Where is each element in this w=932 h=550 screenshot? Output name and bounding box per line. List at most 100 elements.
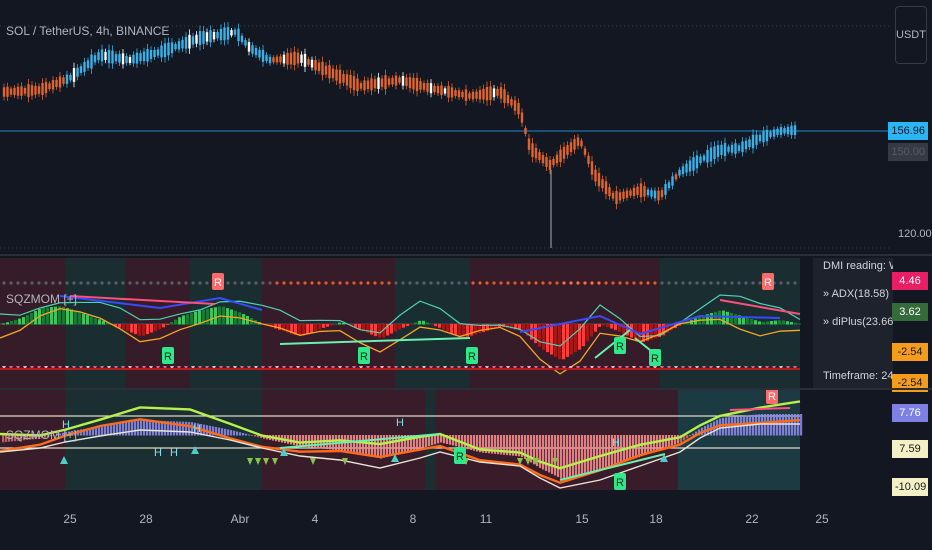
- histogram-bar: [152, 420, 155, 436]
- candle-body: [562, 147, 566, 159]
- squeeze-dot: [695, 281, 699, 285]
- histogram-bar: [29, 435, 32, 440]
- histogram-bar: [366, 324, 369, 333]
- histogram-bar: [34, 311, 37, 325]
- squeeze-dot: [709, 281, 713, 285]
- candle-body: [303, 53, 307, 67]
- histogram-bar: [167, 421, 170, 436]
- price-chart[interactable]: [0, 0, 932, 254]
- histogram-bar: [146, 324, 149, 335]
- pane-separator[interactable]: [0, 388, 932, 390]
- candle-body: [272, 57, 275, 63]
- histogram-bar: [62, 432, 65, 436]
- histogram-bar: [330, 324, 333, 326]
- histogram-bar: [518, 324, 521, 331]
- candle-body: [230, 30, 233, 36]
- price-chart-pane[interactable]: SOL / TetherUS, 4h, BINANCE USDT 150.00 …: [0, 0, 932, 254]
- squeeze-dot: [786, 281, 790, 285]
- histogram-bar: [394, 324, 397, 332]
- squeeze-dot: [534, 281, 538, 285]
- histogram-bar: [440, 435, 443, 443]
- histogram-bar: [470, 435, 473, 450]
- indicator1-title[interactable]: SQZMOM [+]: [6, 292, 78, 306]
- candle-body: [125, 55, 128, 63]
- histogram-bar: [548, 435, 551, 473]
- candle-body: [419, 81, 422, 90]
- candle-body: [783, 127, 786, 134]
- histogram-bar: [738, 315, 741, 325]
- candle-body: [128, 57, 132, 63]
- histogram-bar: [306, 324, 309, 335]
- squeeze-dot: [681, 281, 685, 285]
- marker-r: R: [164, 351, 172, 363]
- symbol-label[interactable]: SOL / TetherUS, 4h, BINANCE: [6, 24, 170, 38]
- squeeze-dot: [338, 281, 342, 285]
- histogram-bar: [302, 435, 305, 447]
- squeeze-dot: [415, 281, 419, 285]
- squeeze-dot: [310, 281, 314, 285]
- divergence-line: [729, 407, 791, 411]
- histogram-bar: [788, 414, 791, 436]
- candle-body: [97, 52, 100, 61]
- histogram-bar: [722, 417, 725, 436]
- histogram-bar: [41, 435, 44, 439]
- indicator1-chart[interactable]: R R R R R R R: [0, 258, 932, 388]
- histogram-bar: [682, 323, 685, 325]
- candle-body: [555, 154, 559, 164]
- marker-h: H: [193, 423, 201, 435]
- squeeze-dot: [541, 281, 545, 285]
- histogram-bar: [179, 421, 182, 436]
- squeeze-dot: [793, 281, 797, 285]
- indicator2-chart[interactable]: H H HHH H RRR: [0, 390, 932, 496]
- histogram-bar: [762, 321, 765, 325]
- histogram-bar: [202, 309, 205, 325]
- candle-body: [503, 89, 506, 103]
- squeeze-dot: [170, 281, 174, 285]
- pane-separator[interactable]: [0, 254, 932, 256]
- histogram-bar: [786, 321, 789, 325]
- squeeze-dot: [9, 281, 13, 285]
- candle-body: [83, 61, 86, 72]
- histogram-bar: [2, 435, 5, 443]
- candle-body: [216, 31, 219, 39]
- histogram-bar: [190, 313, 193, 325]
- up-triangle: [280, 448, 288, 456]
- squeeze-dot: [51, 281, 55, 285]
- candle-body: [114, 54, 118, 62]
- candle-body: [762, 131, 765, 143]
- candle-body: [769, 131, 772, 137]
- candle-body: [338, 69, 342, 84]
- histogram-bar: [509, 435, 512, 456]
- histogram-bar: [742, 316, 745, 325]
- candle-body: [328, 65, 331, 79]
- marker-r-bg: [762, 273, 774, 290]
- candle-body: [632, 187, 636, 197]
- histogram-bar: [149, 420, 152, 436]
- histogram-bar: [119, 423, 122, 436]
- candle-body: [699, 156, 702, 164]
- indicator2-title[interactable]: SQZMOM [+]: [6, 428, 78, 442]
- histogram-bar: [154, 324, 157, 331]
- histogram-bar: [58, 306, 61, 325]
- candle-body: [506, 95, 510, 104]
- indicator1-pane[interactable]: R R R R R R R SQZMOM [+]: [0, 258, 932, 388]
- squeeze-dot: [324, 281, 328, 285]
- candle-body: [524, 127, 527, 134]
- squeeze-dot: [513, 281, 517, 285]
- squeeze-dot: [44, 281, 48, 285]
- currency-button[interactable]: USDT: [895, 6, 927, 64]
- histogram-bar: [47, 435, 50, 437]
- squeeze-dot: [737, 281, 741, 285]
- candle-body: [160, 45, 163, 58]
- squeeze-dot: [408, 281, 412, 285]
- time-axis[interactable]: 25 28 Abr 4 8 11 15 18 22 25: [0, 496, 932, 550]
- histogram-bar: [414, 322, 417, 325]
- candle-body: [72, 68, 76, 82]
- histogram-bar: [245, 433, 248, 436]
- squeeze-dot: [625, 281, 629, 285]
- histogram-bar: [566, 324, 569, 357]
- histogram-bar: [407, 435, 410, 452]
- histogram-bar: [590, 324, 593, 337]
- histogram-bar: [178, 317, 181, 325]
